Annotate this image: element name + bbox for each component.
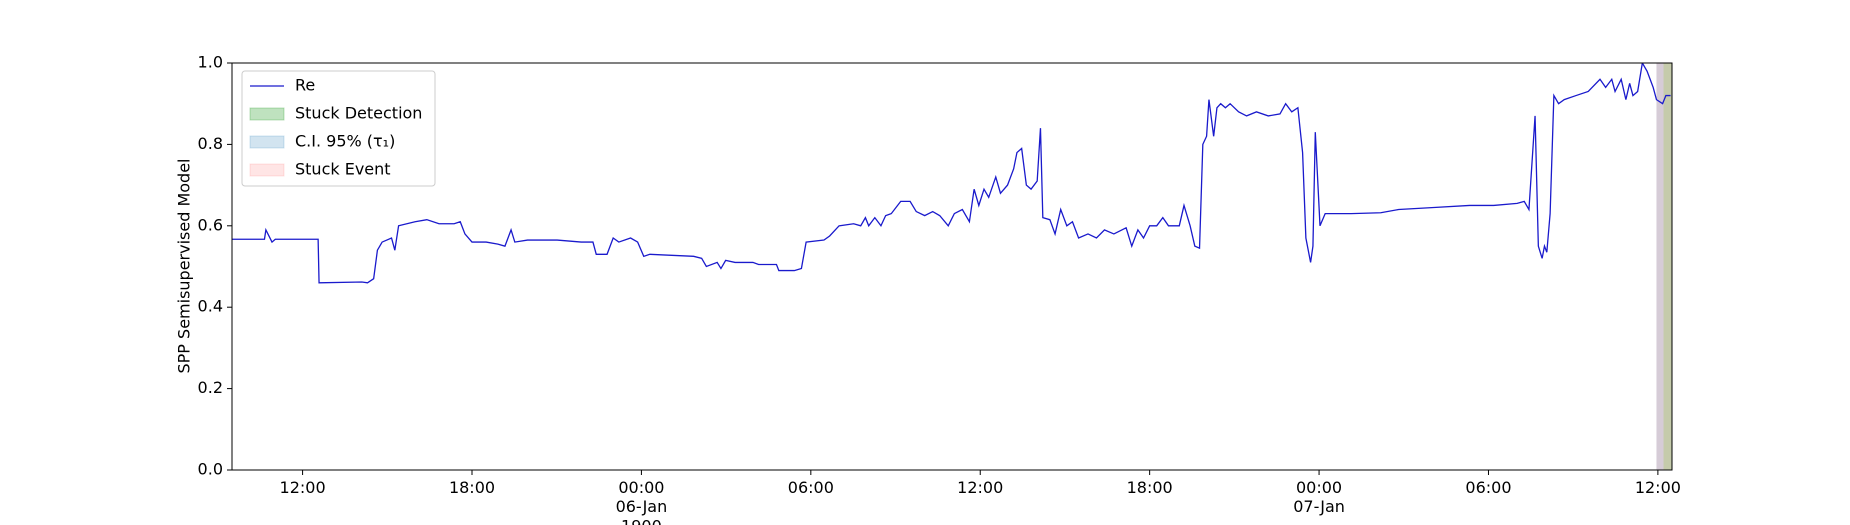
x-tick-label: 18:00 [1127, 478, 1173, 497]
x-tick-label: 12:00 [280, 478, 326, 497]
x-tick-label: 00:00 07-Jan [1293, 478, 1345, 516]
x-tick-label: 06:00 [1465, 478, 1511, 497]
span [1663, 63, 1672, 470]
x-tick-label: 18:00 [449, 478, 495, 497]
y-tick-label: 0.6 [198, 215, 223, 234]
data-line [232, 63, 1671, 284]
y-tick-label: 0.4 [198, 297, 223, 316]
legend-label: Re [295, 76, 315, 95]
plot-frame [231, 62, 1673, 471]
y-tick-label: 1.0 [198, 53, 223, 72]
legend-swatch [249, 135, 285, 149]
legend-label: C.I. 95% (τ₁) [295, 132, 395, 151]
legend-swatch [249, 163, 285, 177]
span [1656, 63, 1672, 470]
y-tick-label: 0.2 [198, 378, 223, 397]
y-tick-label: 0.8 [198, 134, 223, 153]
y-axis-label: SPP Semisupervised Model [175, 159, 194, 374]
y-tick-label: 0.0 [198, 460, 223, 479]
legend-label: Stuck Event [295, 160, 391, 179]
x-tick-label: 12:00 [957, 478, 1003, 497]
legend-swatch [249, 107, 285, 121]
legend-box [241, 70, 436, 187]
span [1656, 63, 1664, 470]
x-tick-label: 12:00 [1635, 478, 1681, 497]
legend-label: Stuck Detection [295, 104, 422, 123]
x-tick-label: 06:00 [788, 478, 834, 497]
